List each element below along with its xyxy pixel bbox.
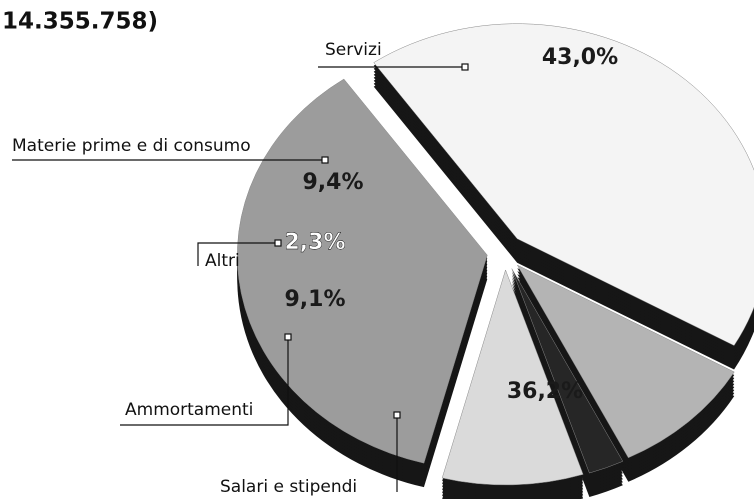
value-label: 9,4% xyxy=(302,170,363,195)
slice xyxy=(237,78,488,464)
slice xyxy=(441,269,584,486)
category-label: Altri xyxy=(205,251,240,271)
category-label: Servizi xyxy=(325,40,382,60)
leader-line xyxy=(197,242,278,266)
slice xyxy=(516,264,735,459)
leader-marker xyxy=(321,156,329,164)
leader-marker xyxy=(461,63,469,71)
leader-marker xyxy=(393,411,401,419)
category-label: Materie prime e di consumo xyxy=(12,136,251,156)
chart-title: 14.355.758) xyxy=(2,9,158,35)
value-label: 43,0% xyxy=(542,45,618,70)
value-label: 2,3% xyxy=(284,230,345,255)
category-label: Ammortamenti xyxy=(125,400,253,420)
leader-line xyxy=(120,337,289,426)
value-label: 36,2% xyxy=(507,379,583,404)
category-label: Salari e stipendi xyxy=(220,477,357,497)
leader-marker xyxy=(284,333,292,341)
slice xyxy=(373,23,754,346)
leader-marker xyxy=(274,239,282,247)
slice xyxy=(511,268,624,474)
value-label: 9,1% xyxy=(284,287,345,312)
